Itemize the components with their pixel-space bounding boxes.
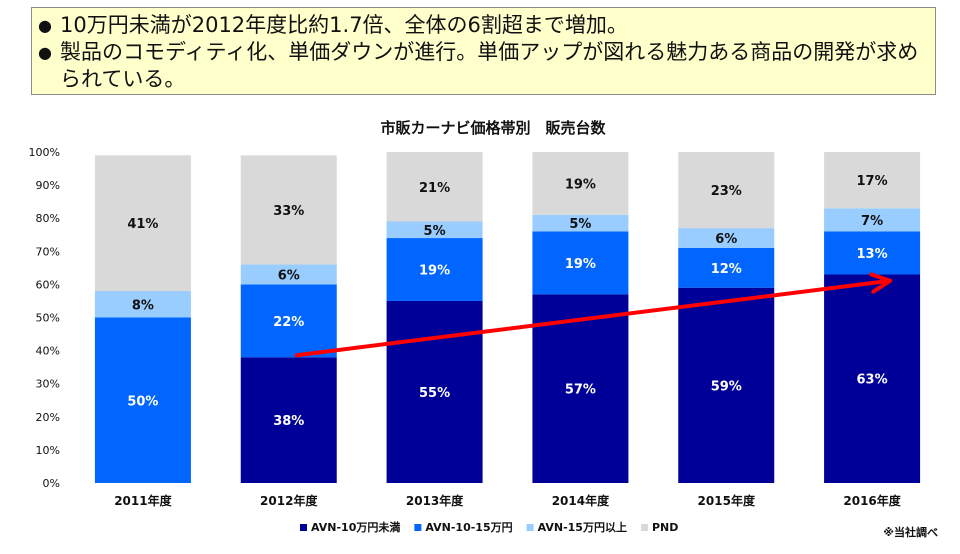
bar-segment xyxy=(240,357,337,483)
y-tick-label: 10% xyxy=(36,444,60,457)
source-note: ※当社調べ xyxy=(883,526,938,539)
bar-segment xyxy=(824,231,921,275)
legend-swatch xyxy=(526,524,534,531)
bar-segment xyxy=(678,287,775,483)
y-tick-label: 80% xyxy=(36,212,60,225)
y-tick-label: 0% xyxy=(43,477,60,490)
y-tick-label: 20% xyxy=(36,411,60,424)
data-label: 50% xyxy=(127,394,158,409)
bullet-text: 製品のコモディティ化、単価ダウンが進行。単価アップが図れる魅力ある商品の開発が求… xyxy=(60,40,919,91)
bar-segment xyxy=(94,291,191,318)
y-tick-label: 100% xyxy=(29,146,60,159)
x-tick-label: 2012年度 xyxy=(260,493,318,508)
bar-segment xyxy=(94,155,191,292)
bullet-dot-icon: ● xyxy=(38,16,52,35)
data-label: 19% xyxy=(565,257,596,272)
trend-arrow-head xyxy=(869,272,893,294)
legend-label: AVN-10万円未満 xyxy=(311,520,400,534)
data-label: 8% xyxy=(132,298,154,313)
legend-swatch xyxy=(414,524,422,531)
bar-segment xyxy=(94,317,191,483)
data-label: 12% xyxy=(711,262,742,277)
chart-title: 市販カーナビ価格帯別 販売台数 xyxy=(380,119,606,137)
legend-swatch xyxy=(640,524,648,531)
bullet-text: 10万円未満が2012年度比約1.7倍、全体の6割超まで増加。 xyxy=(60,13,628,37)
data-label: 5% xyxy=(424,224,446,239)
data-label: 22% xyxy=(273,315,304,330)
bar-segment xyxy=(532,294,629,483)
y-tick-label: 70% xyxy=(36,245,60,258)
y-tick-label: 40% xyxy=(36,345,60,358)
data-label: 41% xyxy=(127,217,158,232)
bar-segment xyxy=(240,284,337,358)
bar-segment xyxy=(824,152,921,209)
bullet-item: ● 10万円未満が2012年度比約1.7倍、全体の6割超まで増加。 xyxy=(38,12,925,39)
bar-segment xyxy=(824,208,921,232)
bar-segment xyxy=(386,238,483,301)
x-tick-label: 2015年度 xyxy=(698,493,756,508)
legend-label: AVN-10-15万円 xyxy=(425,521,512,534)
data-label: 6% xyxy=(715,232,737,247)
bar-segment xyxy=(532,152,629,215)
data-label: 23% xyxy=(711,184,742,199)
y-tick-label: 90% xyxy=(36,179,60,192)
data-label: 55% xyxy=(419,386,450,401)
summary-callout: ● 10万円未満が2012年度比約1.7倍、全体の6割超まで増加。 ● 製品のコ… xyxy=(31,7,936,95)
data-label: 6% xyxy=(278,268,300,283)
data-label: 59% xyxy=(711,379,742,394)
x-tick-label: 2016年度 xyxy=(843,493,901,508)
bar-segment xyxy=(386,152,483,222)
bar-segment xyxy=(824,274,921,483)
bar-segment xyxy=(386,300,483,483)
bar-segment xyxy=(678,152,775,229)
bullet-dot-icon: ● xyxy=(38,43,52,62)
bar-segment xyxy=(386,221,483,239)
data-label: 57% xyxy=(565,383,596,398)
data-label: 19% xyxy=(419,264,450,279)
bar-segment xyxy=(240,155,337,265)
data-label: 17% xyxy=(857,174,888,189)
data-label: 21% xyxy=(419,181,450,196)
x-tick-label: 2014年度 xyxy=(552,493,610,508)
trend-arrow-line xyxy=(294,278,893,358)
bar-segment xyxy=(678,247,775,288)
legend-label: AVN-15万円以上 xyxy=(538,520,627,534)
bar-segment xyxy=(532,231,629,295)
x-tick-label: 2011年度 xyxy=(114,493,172,508)
data-label: 13% xyxy=(857,247,888,262)
data-label: 19% xyxy=(565,177,596,192)
bullet-item: ● 製品のコモディティ化、単価ダウンが進行。単価アップが図れる魅力ある商品の開発… xyxy=(38,39,925,93)
data-label: 33% xyxy=(273,204,304,219)
data-label: 5% xyxy=(569,217,591,232)
bar-segment xyxy=(532,214,629,232)
y-tick-label: 30% xyxy=(36,378,60,391)
y-tick-label: 60% xyxy=(36,278,60,291)
data-label: 63% xyxy=(857,373,888,388)
bar-segment xyxy=(240,264,337,285)
data-label: 38% xyxy=(273,414,304,429)
y-tick-label: 50% xyxy=(36,312,60,325)
legend-label: PND xyxy=(652,521,678,534)
data-label: 7% xyxy=(861,214,883,229)
bar-segment xyxy=(678,228,775,248)
x-tick-label: 2013年度 xyxy=(406,493,464,508)
legend-swatch xyxy=(300,524,307,531)
